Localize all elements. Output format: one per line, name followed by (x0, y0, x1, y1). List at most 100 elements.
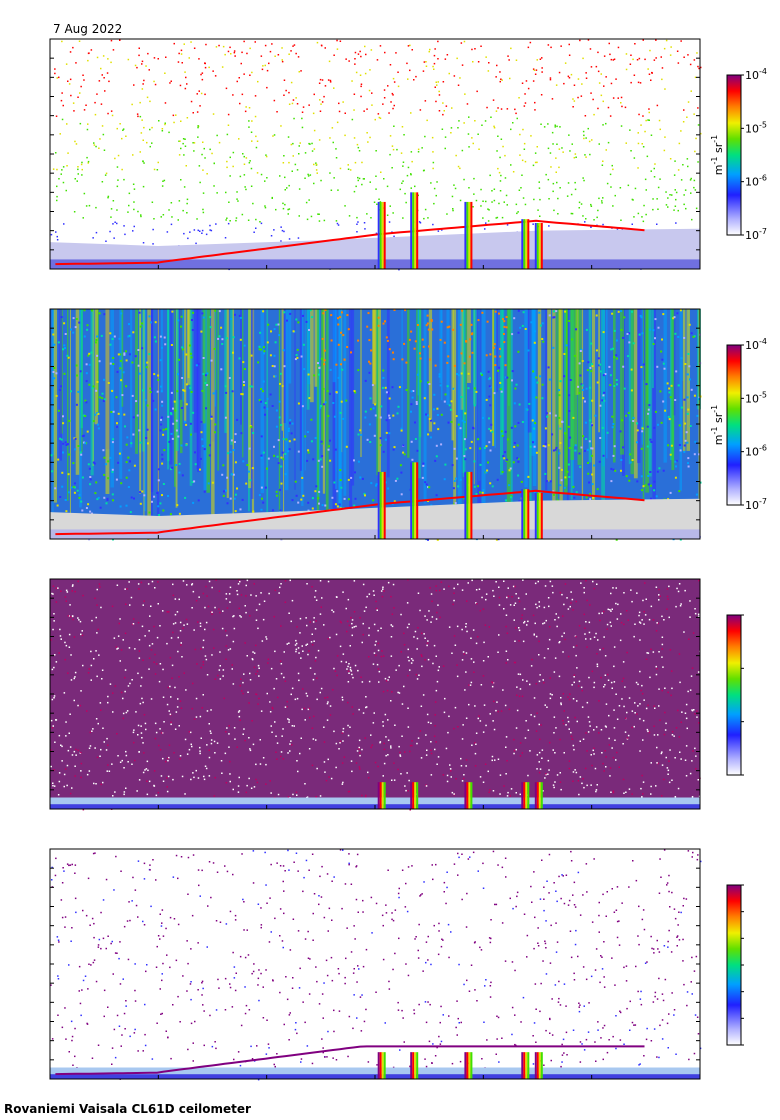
tick-exponent: -5 (759, 390, 767, 399)
cloud-column (540, 223, 543, 269)
unit-part: sr (712, 142, 725, 156)
cloud-column (383, 201, 386, 270)
tick-exponent: -7 (759, 227, 767, 236)
cloud-column (464, 782, 467, 809)
cloud-column (412, 1052, 415, 1079)
tick-base: 10 (745, 176, 759, 189)
unit-part: m (712, 435, 725, 446)
plot-background (50, 579, 700, 809)
cloud-column (468, 1052, 471, 1079)
cloud-column (527, 1052, 530, 1079)
surface-band (50, 259, 700, 269)
colorbar-tick-label: 10-6 (745, 174, 767, 189)
cloud-column (381, 1052, 384, 1079)
panel-3 (49, 578, 744, 811)
surface-band (50, 1067, 700, 1079)
cloud-column (414, 1052, 417, 1079)
tick-exponent: -6 (759, 174, 767, 183)
cloud-column (381, 782, 384, 809)
cloud-columns (377, 462, 543, 540)
cloud-column (416, 1052, 419, 1079)
colorbar-tick-label: 10-6 (745, 444, 767, 459)
tick-base: 10 (745, 229, 759, 242)
unit-part: -1 (710, 135, 719, 143)
colorbar-unit-label: m-1 sr-1 (710, 405, 725, 445)
cloud-column (383, 782, 386, 809)
aerosol-layer (55, 489, 645, 536)
colorbar-tick-label: 10-4 (745, 67, 767, 82)
unit-part: sr (712, 412, 725, 426)
cloud-column (538, 493, 541, 539)
cloud-column (379, 201, 382, 270)
cloud-columns (377, 782, 543, 809)
tick-exponent: -4 (759, 67, 767, 76)
unit-part: -1 (710, 405, 719, 413)
cloud-column (379, 471, 382, 540)
tick-base: 10 (745, 446, 759, 459)
cloud-column (410, 192, 413, 270)
surface-band (50, 797, 700, 809)
plot-background (50, 849, 700, 1079)
cloud-column (466, 1052, 469, 1079)
cloud-column (412, 782, 415, 809)
cloud-column (416, 462, 419, 540)
panel-1: 10-410-510-610-7m-1 sr-1 (49, 38, 767, 271)
colorbar-tick-label: 10-7 (745, 227, 767, 242)
colorbar (726, 884, 742, 1046)
cloud-column (377, 201, 380, 270)
cloud-column (466, 471, 469, 540)
cloud-column (540, 782, 543, 809)
colorbar (726, 614, 742, 776)
cloud-column (470, 1052, 473, 1079)
date-label: 7 Aug 2022 (53, 22, 122, 36)
cloud-column (410, 462, 413, 540)
cloud-column (527, 219, 530, 269)
colorbar-unit-label: m-1 sr-1 (710, 135, 725, 175)
noise-field (50, 849, 702, 1081)
cloud-column (414, 462, 417, 540)
cloud-column (523, 219, 526, 269)
cloud-column (521, 782, 524, 809)
cloud-column (525, 219, 528, 269)
cloud-column (540, 1052, 543, 1079)
cloud-column (538, 1052, 541, 1079)
cloud-column (416, 192, 419, 270)
tick-base: 10 (745, 499, 759, 512)
cloud-column (521, 489, 524, 539)
cloud-column (379, 1052, 382, 1079)
cloud-column (416, 782, 419, 809)
cloud-column (538, 223, 541, 269)
noise-field (50, 579, 702, 811)
cloud-column (383, 471, 386, 540)
cloud-column (379, 782, 382, 809)
tick-base: 10 (745, 339, 759, 352)
cloud-column (468, 782, 471, 809)
cloud-column (523, 1052, 526, 1079)
cloud-column (410, 1052, 413, 1079)
cloud-column (466, 782, 469, 809)
cloud-column (523, 782, 526, 809)
cloud-column (468, 201, 471, 270)
cloud-column (527, 489, 530, 539)
cloud-column (414, 782, 417, 809)
cloud-column (466, 201, 469, 270)
cloud-column (410, 782, 413, 809)
cloud-column (521, 1052, 524, 1079)
tick-base: 10 (745, 392, 759, 405)
cloud-column (523, 489, 526, 539)
cloud-column (525, 489, 528, 539)
noise-field (50, 309, 702, 541)
cloud-column (377, 471, 380, 540)
panel-4 (49, 848, 744, 1081)
cloud-column (383, 1052, 386, 1079)
cloud-column (527, 782, 530, 809)
tick-base: 10 (745, 122, 759, 135)
colorbar-tick-label: 10-4 (745, 337, 767, 352)
cloud-columns (377, 192, 543, 270)
cloud-column (470, 471, 473, 540)
cloud-column (538, 782, 541, 809)
cloud-column (534, 1052, 537, 1079)
cloud-columns (377, 1052, 543, 1079)
footer-label: Rovaniemi Vaisala CL61D ceilometer (4, 1102, 251, 1116)
